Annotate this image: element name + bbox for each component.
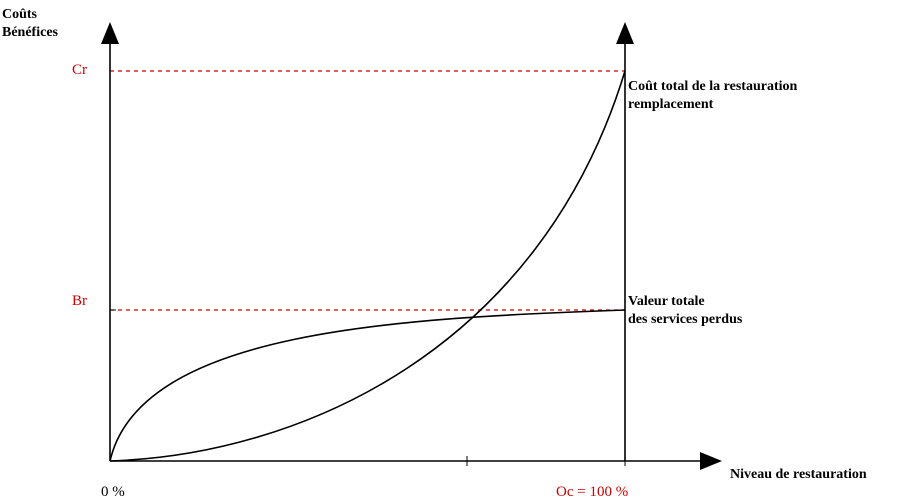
- benefit-curve-label-line-2: des services perdus: [628, 311, 743, 327]
- y-axis-label-line-1: Coûts: [2, 7, 38, 22]
- left-axis-arrowhead: [101, 22, 119, 44]
- x-start-label: 0 %: [101, 484, 125, 500]
- benefit-curve-label-line-1: Valeur totale: [628, 294, 705, 309]
- cost-curve-label: Coût total de la restauration remplaceme…: [628, 78, 797, 113]
- y-axis-label-line-2: Bénéfices: [2, 24, 58, 40]
- x-end-label: Oc = 100 %: [556, 484, 629, 500]
- cost-curve-label-line-1: Coût total de la restauration: [628, 79, 798, 94]
- y-axis-label: Coûts Bénéfices: [2, 6, 58, 41]
- benefit-curve: [109, 309, 626, 462]
- cost-curve: [109, 70, 626, 462]
- br-label: Br: [72, 293, 87, 309]
- horizontal-axis-arrowhead: [700, 452, 722, 470]
- right-axis-arrowhead: [616, 22, 634, 44]
- benefit-curve-label: Valeur totale des services perdus: [628, 293, 742, 328]
- cost-curve-label-line-2: remplacement: [628, 96, 714, 112]
- cr-label: Cr: [72, 62, 87, 78]
- x-axis-label: Niveau de restauration: [730, 467, 867, 482]
